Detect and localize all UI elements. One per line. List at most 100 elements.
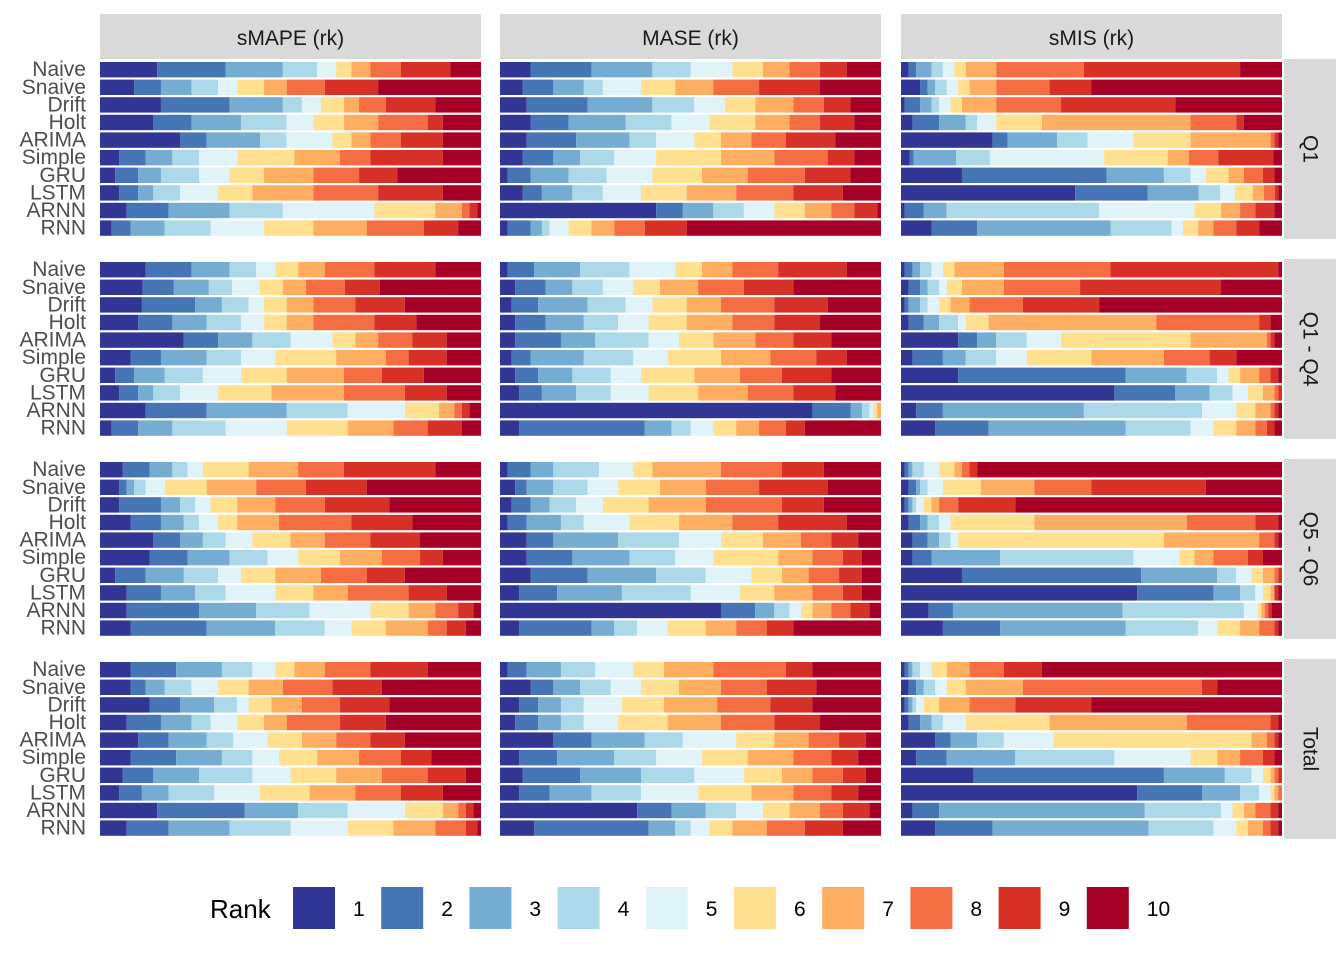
- bar-segment-rank-2: [149, 697, 181, 713]
- bar-segment-rank-6: [351, 620, 386, 636]
- bar-segment-rank-6: [709, 114, 756, 131]
- bar-segment-rank-6: [774, 202, 805, 219]
- bar-segment-rank-1: [100, 114, 154, 131]
- bar-segment-rank-10: [1278, 714, 1282, 731]
- bar-segment-rank-10: [458, 220, 481, 236]
- bar-segment-rank-10: [1099, 297, 1282, 313]
- bar-segment-rank-4: [168, 785, 215, 801]
- bar-segment-rank-4: [172, 150, 200, 166]
- bar-segment-rank-7: [591, 220, 615, 236]
- bar-segment-rank-2: [130, 750, 177, 766]
- legend-label-4: 4: [618, 898, 630, 921]
- bar-segment-rank-9: [343, 462, 436, 478]
- bar-segment-rank-9: [385, 97, 436, 113]
- bar-segment-rank-10: [366, 479, 481, 495]
- bar-segment-rank-7: [660, 479, 706, 495]
- bar-segment-rank-7: [317, 750, 360, 766]
- bar-segment-rank-10: [435, 462, 481, 478]
- model-label-drift: Drift: [48, 493, 87, 516]
- bar-segment-rank-8: [793, 750, 832, 766]
- bar-segment-rank-6: [633, 662, 664, 678]
- bar-segment-rank-5: [199, 167, 230, 183]
- bar-segment-rank-3: [977, 332, 997, 348]
- bar-segment-rank-5: [939, 514, 951, 531]
- model-label-arnn: ARNN: [26, 799, 86, 822]
- bar-segment-rank-1: [901, 620, 943, 636]
- bar-segment-rank-2: [1114, 385, 1176, 401]
- column-strip-label: sMAPE (rk): [237, 27, 344, 50]
- bar-segment-rank-1: [500, 697, 520, 713]
- bar-segment-rank-6: [347, 820, 394, 836]
- bar-segment-rank-7: [954, 462, 962, 478]
- bar-segment-rank-1: [100, 132, 181, 148]
- bar-segment-rank-5: [1201, 402, 1237, 419]
- bar-segment-rank-6: [267, 732, 302, 748]
- bar-segment-rank-5: [180, 185, 219, 201]
- bar-segment-rank-1: [100, 367, 116, 383]
- bar-segment-rank-4: [191, 714, 211, 731]
- bar-segment-rank-2: [935, 732, 951, 748]
- bar-segment-rank-3: [244, 802, 299, 819]
- bar-segment-rank-6: [1232, 802, 1244, 819]
- bar-segment-rank-1: [901, 150, 910, 166]
- row-strip-0: [1284, 59, 1336, 239]
- bar-segment-rank-9: [340, 697, 390, 713]
- legend-label-2: 2: [441, 898, 453, 921]
- bar-segment-rank-5: [931, 262, 943, 278]
- bar-segment-rank-10: [831, 332, 881, 348]
- bar-segment-rank-3: [138, 420, 173, 436]
- column-strip-1: [500, 14, 881, 59]
- bar-segment-rank-2: [507, 462, 531, 478]
- bar-segment-rank-1: [100, 767, 123, 783]
- bar-segment-rank-2: [522, 79, 554, 95]
- bar-segment-rank-3: [952, 602, 1123, 619]
- bar-segment-rank-6: [942, 262, 955, 278]
- bar-segment-rank-3: [176, 750, 222, 766]
- panel-2-2: [901, 462, 1282, 636]
- bar-segment-rank-2: [126, 714, 161, 731]
- bar-segment-rank-4: [560, 514, 584, 531]
- bar-segment-rank-5: [690, 820, 710, 836]
- bar-segment-rank-2: [119, 150, 146, 166]
- bar-segment-rank-7: [939, 697, 970, 713]
- bar-segment-rank-9: [1003, 662, 1042, 678]
- bar-segment-rank-7: [679, 679, 721, 695]
- bar-segment-rank-10: [686, 220, 881, 236]
- bar-segment-rank-4: [939, 532, 951, 548]
- bar-segment-rank-5: [240, 314, 264, 331]
- bar-segment-rank-8: [751, 132, 786, 148]
- bar-segment-rank-2: [119, 185, 139, 201]
- bar-segment-rank-5: [1087, 132, 1134, 148]
- bar-segment-rank-1: [500, 714, 516, 731]
- bar-segment-rank-8: [732, 262, 779, 278]
- bar-segment-rank-1: [100, 350, 131, 366]
- bar-segment-rank-5: [1259, 785, 1271, 801]
- bar-segment-rank-6: [958, 79, 970, 95]
- bar-segment-rank-5: [690, 62, 733, 78]
- bar-segment-rank-10: [861, 567, 881, 583]
- bar-segment-rank-1: [901, 662, 905, 678]
- bar-segment-rank-2: [530, 567, 588, 583]
- bar-segment-rank-5: [1171, 220, 1183, 236]
- bar-segment-rank-2: [515, 367, 539, 383]
- bar-segment-rank-3: [671, 802, 706, 819]
- bar-segment-rank-5: [923, 462, 940, 478]
- model-label-snaive: Snaive: [22, 276, 86, 299]
- bar-segment-rank-3: [942, 350, 966, 366]
- bar-segment-rank-3: [130, 220, 165, 236]
- bar-segment-rank-8: [393, 420, 428, 436]
- bar-segment-rank-10: [389, 697, 481, 713]
- bar-segment-rank-1: [901, 820, 936, 836]
- model-label-simple: Simple: [22, 146, 86, 169]
- bar-segment-rank-6: [568, 220, 592, 236]
- model-label-arima: ARIMA: [19, 329, 86, 352]
- bar-segment-rank-8: [313, 167, 360, 183]
- legend-key-10: [1086, 887, 1129, 929]
- bar-segment-rank-3: [141, 785, 169, 801]
- bar-segment-rank-1: [100, 185, 120, 201]
- bar-segment-rank-1: [500, 767, 523, 783]
- bar-segment-rank-9: [465, 802, 474, 819]
- bar-segment-rank-1: [500, 279, 516, 295]
- bar-segment-rank-1: [901, 567, 962, 583]
- bar-segment-rank-9: [370, 732, 405, 748]
